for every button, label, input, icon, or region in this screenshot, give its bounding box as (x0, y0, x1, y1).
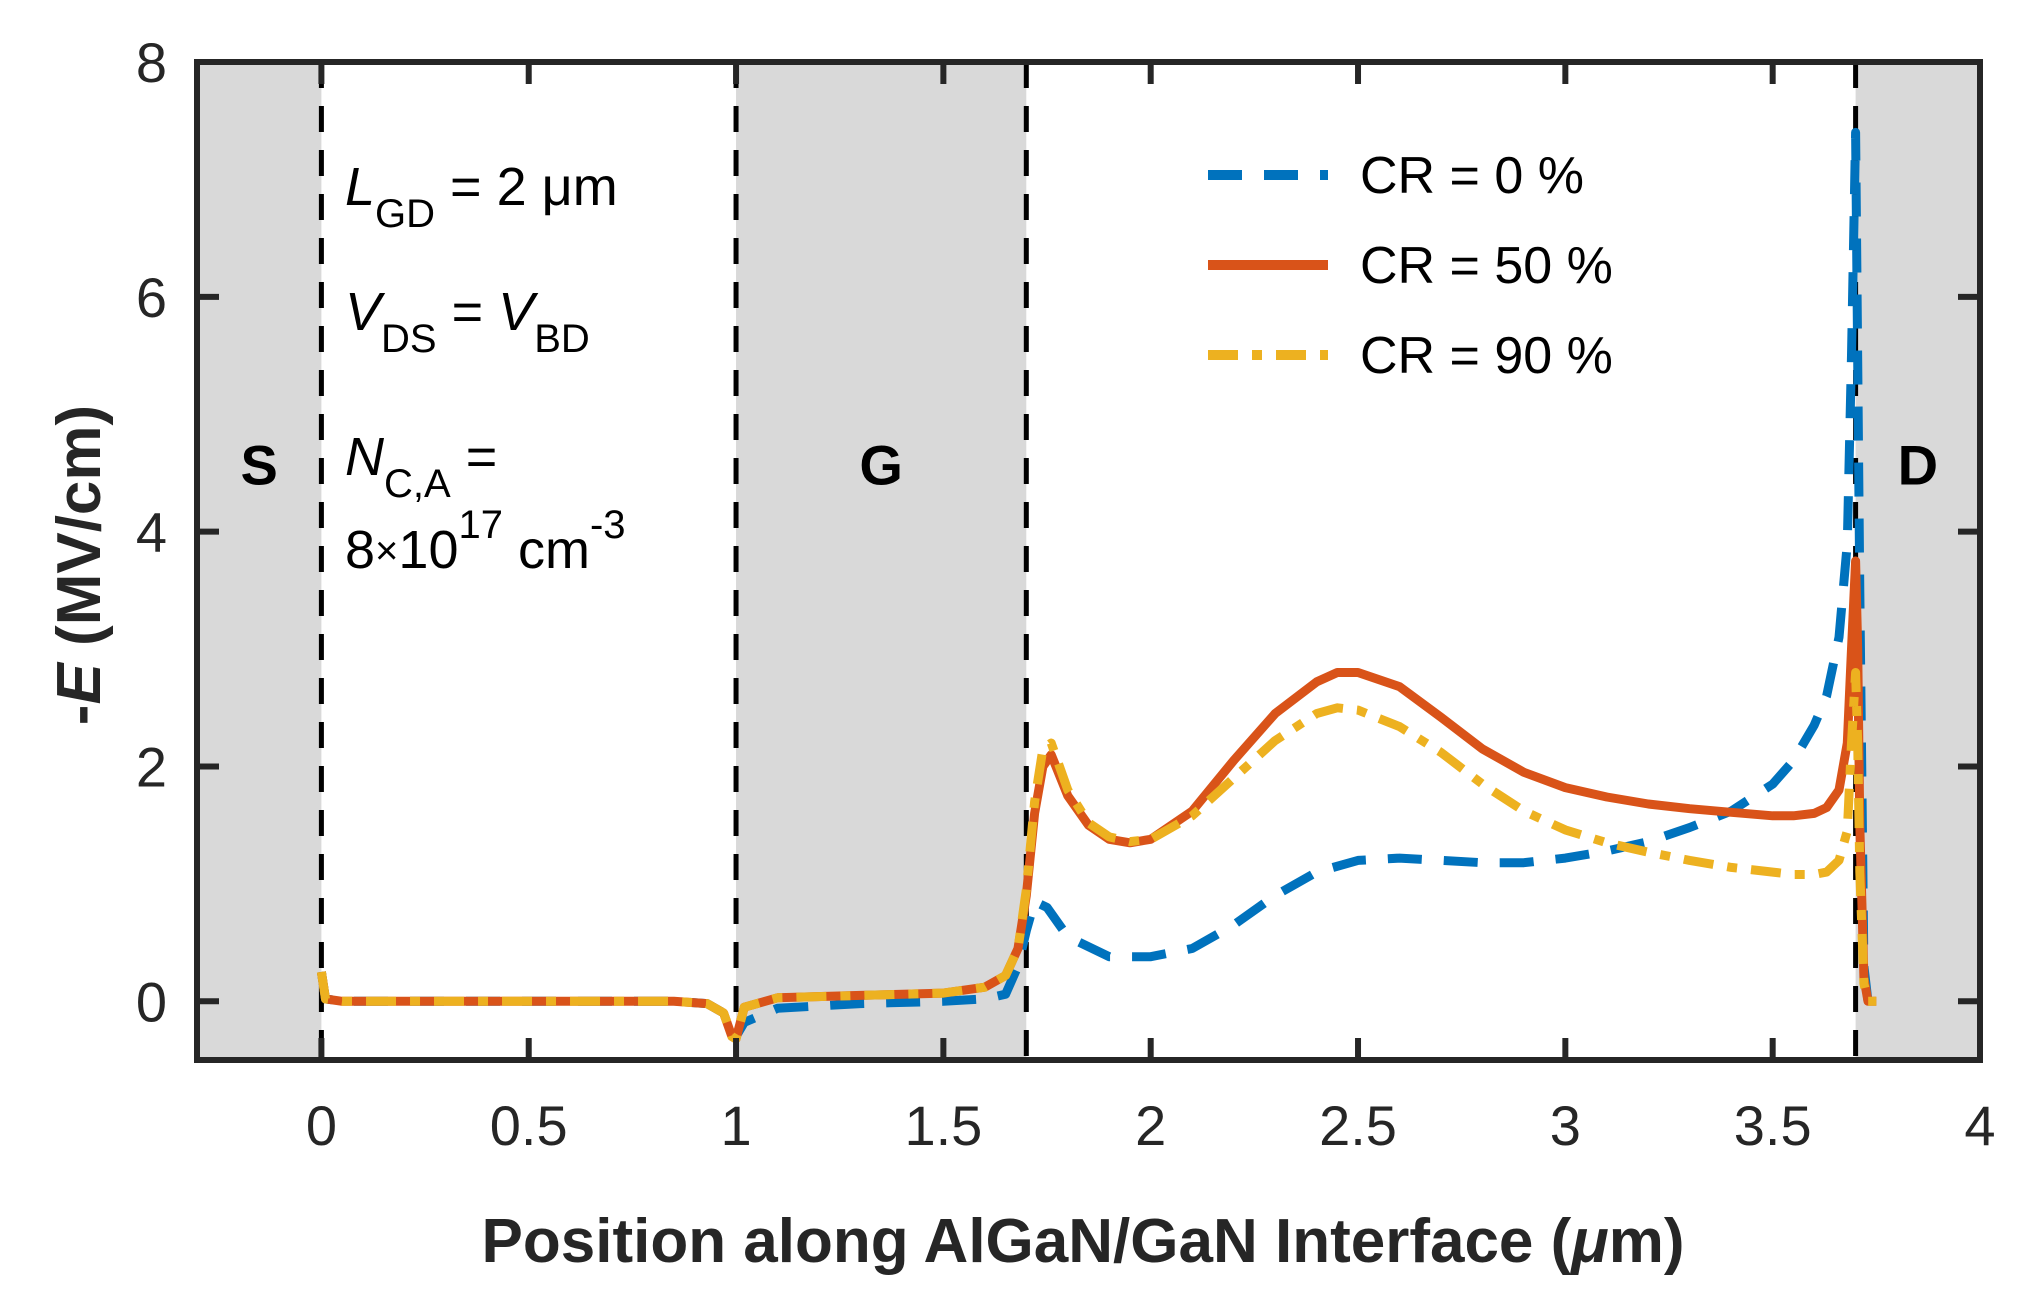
x-tick-label: 3.5 (1734, 1094, 1812, 1157)
legend: CR = 0 % CR = 50 % CR = 90 % (1208, 147, 1613, 385)
annotation-nca: NC,A = (345, 427, 497, 506)
legend-label-cr50: CR = 50 % (1360, 237, 1613, 295)
region-shading (197, 62, 1980, 1060)
data-series (316, 127, 1877, 1044)
x-axis-label: Position along AlGaN/GaN Interface (μm) (482, 1207, 1685, 1276)
annotation-lgd: LGD = 2 μm (345, 157, 618, 236)
region-label-g: G (859, 434, 903, 497)
x-tick-label: 1.5 (904, 1094, 982, 1157)
region-s (197, 62, 322, 1060)
legend-label-cr0: CR = 0 % (1360, 147, 1584, 205)
x-tick-label: 3 (1550, 1094, 1581, 1157)
x-tick-label: 1 (720, 1094, 751, 1157)
x-tick-label: 0.5 (490, 1094, 568, 1157)
series-line-0 (316, 127, 1877, 1041)
annotation-vds: VDS = VBD (345, 282, 590, 361)
x-tick-label: 2 (1135, 1094, 1166, 1157)
y-tick-label: 0 (136, 970, 167, 1033)
annotation-block: LGD = 2 μm VDS = VBD NC,A = 8×1017 cm-3 (345, 157, 626, 580)
plot-frame (194, 59, 1983, 1063)
region-label-d: D (1898, 434, 1938, 497)
y-axis-label: -E (MV/cm) (45, 405, 114, 725)
x-tick-label: 2.5 (1319, 1094, 1397, 1157)
series-line-1 (316, 556, 1877, 1044)
y-tick-label: 4 (136, 501, 167, 564)
y-tick-label: 8 (136, 31, 167, 94)
region-g (736, 62, 1027, 1060)
y-tick-label: 2 (136, 735, 167, 798)
tick-labels: 0 0.5 1 1.5 2 2.5 3 3.5 4 0 2 4 6 8 (136, 31, 1996, 1157)
x-tick-label: 4 (1964, 1094, 1995, 1157)
region-label-s: S (241, 434, 278, 497)
legend-label-cr90: CR = 90 % (1360, 327, 1613, 385)
annotation-nca-value: 8×1017 cm-3 (345, 503, 626, 580)
y-tick-label: 6 (136, 266, 167, 329)
region-d (1855, 62, 1980, 1060)
x-tick-label: 0 (306, 1094, 337, 1157)
series-line-2 (316, 668, 1877, 1044)
